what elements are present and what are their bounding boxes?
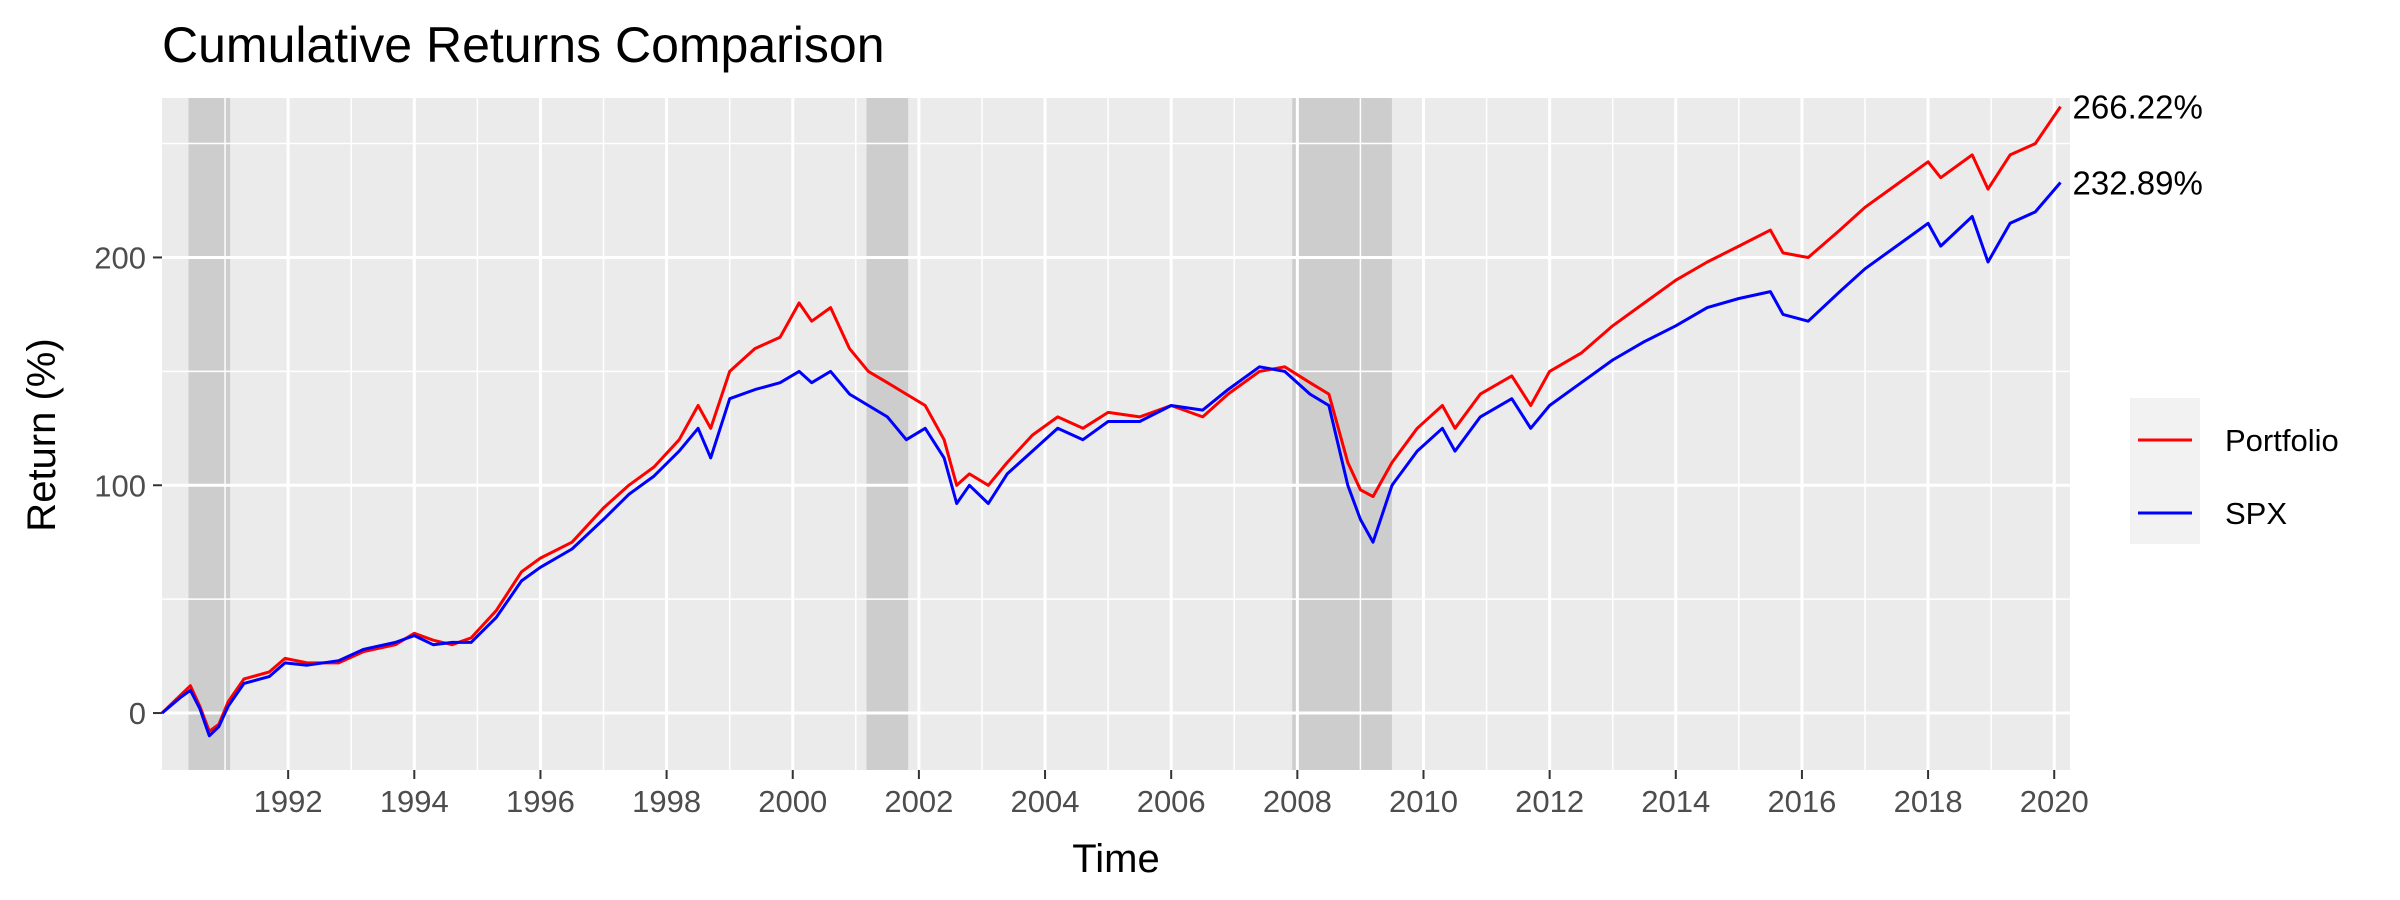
x-tick-label: 2020 [2020, 784, 2089, 819]
end-label: 266.22% [2073, 89, 2203, 126]
end-label: 232.89% [2073, 165, 2203, 202]
x-axis-title: Time [1072, 837, 1159, 881]
series-line-spx [161, 181, 2062, 738]
x-tick-label: 2014 [1641, 784, 1710, 819]
legend: Portfolio SPX [2130, 398, 2339, 544]
plot-panel [162, 98, 2070, 770]
x-tick-label: 2006 [1137, 784, 1206, 819]
end-labels: 266.22% 232.89% [2073, 89, 2203, 202]
x-tick-label: 2004 [1011, 784, 1080, 819]
y-axis-title: Return (%) [20, 338, 64, 531]
legend-label: Portfolio [2225, 423, 2339, 458]
x-tick-label: 2010 [1389, 784, 1458, 819]
series-lines [160, 105, 2062, 738]
legend-label: SPX [2225, 496, 2287, 531]
x-tick-label: 1992 [254, 784, 323, 819]
x-tick-label: 1994 [380, 784, 449, 819]
x-tick-label: 2000 [758, 784, 827, 819]
x-tick-label: 2008 [1263, 784, 1332, 819]
chart-title: Cumulative Returns Comparison [162, 17, 885, 73]
y-tick-label: 200 [94, 240, 146, 275]
y-tick-label: 0 [129, 696, 146, 731]
shaded-period [188, 98, 231, 770]
x-axis: 1992 1994 1996 1998 2000 2002 2004 2006 2008 2010… [254, 770, 2089, 819]
shaded-period [1292, 98, 1392, 770]
x-tick-label: 2002 [884, 784, 953, 819]
y-axis: 0 100 200 [94, 240, 162, 731]
series-line-portfolio [160, 105, 2062, 733]
x-tick-label: 1996 [506, 784, 575, 819]
legend-key-background [2130, 398, 2200, 544]
x-tick-label: 2018 [1894, 784, 1963, 819]
y-tick-label: 100 [94, 468, 146, 503]
x-tick-label: 1998 [632, 784, 701, 819]
x-tick-label: 2016 [1767, 784, 1836, 819]
x-tick-label: 2012 [1515, 784, 1584, 819]
